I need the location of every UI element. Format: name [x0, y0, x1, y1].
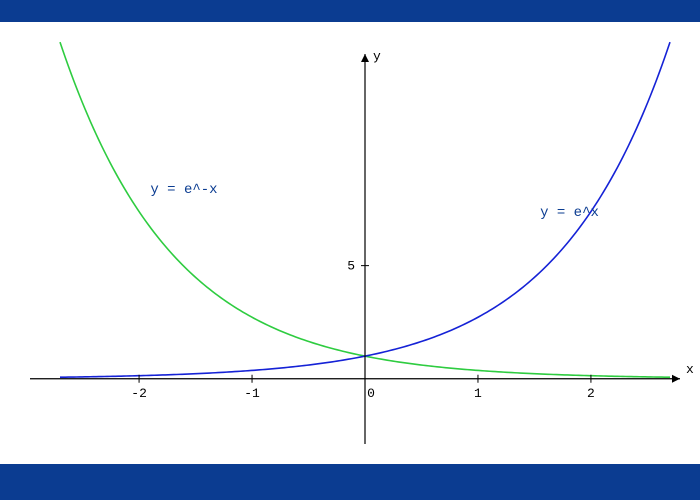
exponential-plot: y = e^-x y = e^x x y -2 -1 0 1 2 5 — [0, 22, 700, 464]
x-tick-label: -2 — [131, 386, 147, 401]
y-axis-label: y — [373, 49, 381, 64]
x-axis-label: x — [686, 362, 694, 377]
chart-frame: y = e^-x y = e^x x y -2 -1 0 1 2 5 — [0, 0, 700, 500]
x-axis-arrow — [672, 375, 680, 383]
y-tick-label: 5 — [347, 259, 355, 274]
curve-label-exp_neg_x: y = e^-x — [150, 182, 217, 198]
x-tick-label: 1 — [474, 386, 482, 401]
frame-border-bottom — [0, 464, 700, 500]
x-tick-label: 2 — [587, 386, 595, 401]
frame-border-top — [0, 0, 700, 22]
x-tick-label: 0 — [367, 386, 375, 401]
y-axis-arrow — [361, 54, 369, 62]
x-tick-label: -1 — [244, 386, 260, 401]
curve-label-exp_x: y = e^x — [540, 205, 599, 221]
